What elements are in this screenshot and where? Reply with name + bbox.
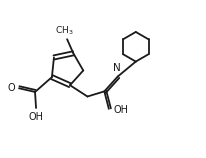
Text: OH: OH	[113, 105, 128, 115]
Text: N: N	[113, 64, 121, 73]
Text: OH: OH	[28, 112, 43, 122]
Text: O: O	[8, 83, 15, 93]
Text: CH$_3$: CH$_3$	[54, 24, 73, 37]
